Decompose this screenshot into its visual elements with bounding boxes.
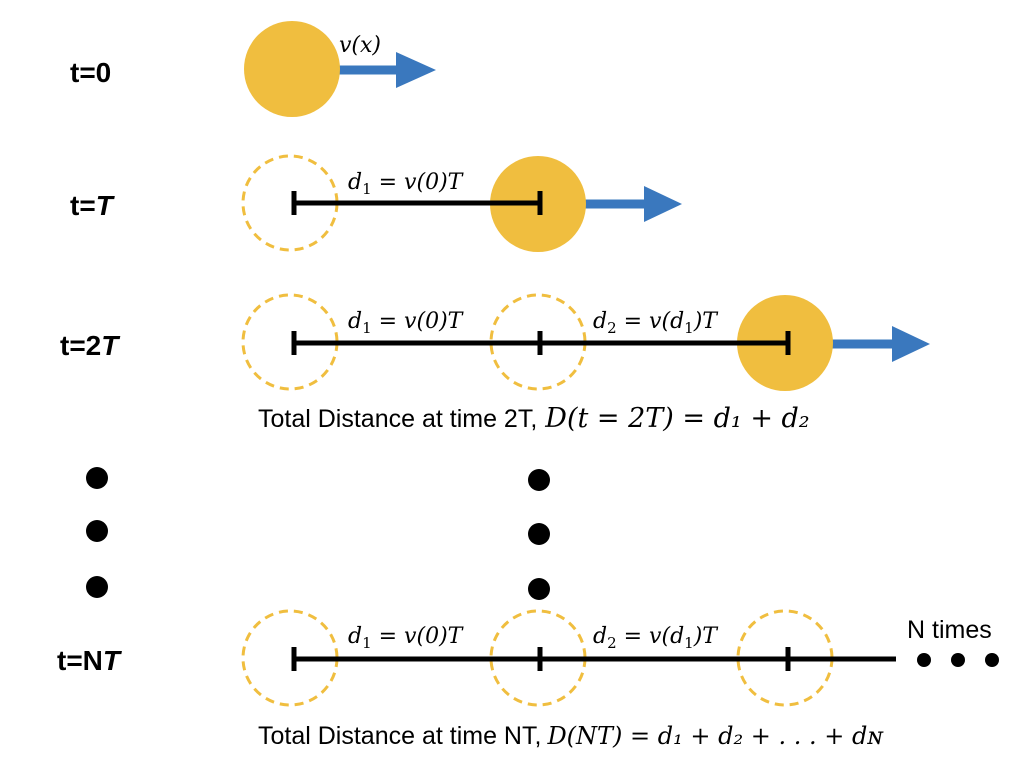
row-label-t2T: t=2T bbox=[60, 330, 121, 361]
row-tT: d1 = v(0)T bbox=[241, 154, 682, 252]
row-label-t0: t=0 bbox=[70, 57, 111, 88]
n-times-label: N times bbox=[907, 616, 992, 644]
vertical-ellipsis-left bbox=[86, 467, 108, 598]
row-label-tT: t=T bbox=[70, 190, 116, 221]
velocity-arrow-head-icon bbox=[396, 52, 436, 88]
velocity-arrow-head-icon bbox=[892, 326, 930, 362]
velocity-label: v(x) bbox=[339, 33, 381, 58]
row-t2T: d1 = v(0)T d2 = v(d1)T Total Distance at… bbox=[241, 293, 930, 434]
ellipsis-dot-icon bbox=[528, 523, 550, 545]
segment-label-d2: d2 = v(d1)T bbox=[593, 624, 719, 652]
vertical-ellipsis-middle bbox=[528, 469, 550, 600]
row-t0: v(x) bbox=[244, 21, 436, 117]
segment-label-d1: d1 = v(0)T bbox=[348, 624, 465, 652]
total-distance-NT: Total Distance at time NT, D(NT) = d₁ + d… bbox=[258, 722, 884, 750]
segment-label-d1: d1 = v(0)T bbox=[348, 170, 465, 198]
ellipsis-dot-icon bbox=[528, 578, 550, 600]
ellipsis-dot-icon bbox=[528, 469, 550, 491]
ellipsis-dot-icon bbox=[86, 576, 108, 598]
ellipsis-dot-icon bbox=[86, 467, 108, 489]
total-distance-2T: Total Distance at time 2T, D(t = 2T) = d₁… bbox=[258, 403, 810, 434]
ellipsis-dot-icon bbox=[951, 653, 965, 667]
filled-ball-icon bbox=[244, 21, 340, 117]
velocity-arrow-head-icon bbox=[644, 186, 682, 222]
segment-label-d1: d1 = v(0)T bbox=[348, 309, 465, 337]
ellipsis-dot-icon bbox=[917, 653, 931, 667]
ellipsis-dot-icon bbox=[86, 520, 108, 542]
row-tNT: d1 = v(0)T d2 = v(d1)T N times Total Dis… bbox=[241, 609, 999, 750]
segment-label-d2: d2 = v(d1)T bbox=[593, 309, 719, 337]
row-label-tNT: t=NT bbox=[57, 645, 123, 676]
ellipsis-dot-icon bbox=[985, 653, 999, 667]
